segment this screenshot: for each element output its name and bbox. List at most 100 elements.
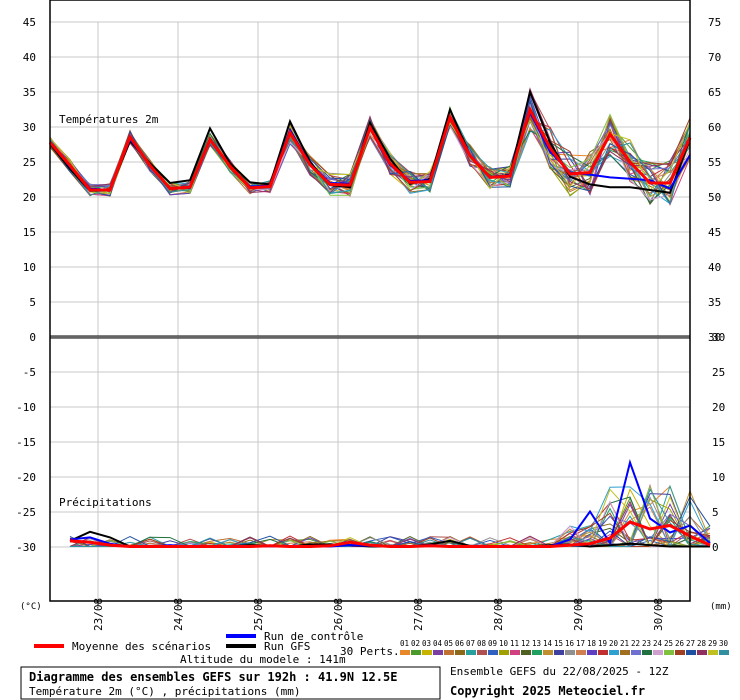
pert-number: 10	[499, 639, 509, 648]
pert-number: 19	[598, 639, 607, 648]
plot-frame	[49, 0, 691, 602]
pert-number: 04	[433, 639, 443, 648]
pert-number: 29	[708, 639, 717, 648]
x-tick-label: 25/08	[252, 598, 265, 631]
pert-number: 01	[400, 639, 409, 648]
left-tick-label: 35	[23, 86, 36, 99]
pert-swatch	[653, 650, 663, 655]
pert-number: 12	[521, 639, 530, 648]
precip-panel-label: Précipitations	[59, 496, 152, 509]
pert-number: 08	[477, 639, 487, 648]
right-tick-label: 60	[708, 121, 721, 134]
pert-number: 24	[653, 639, 663, 648]
member-precip-line	[70, 493, 711, 548]
chart-title: Diagramme des ensembles GEFS sur 192h : …	[29, 670, 397, 684]
pert-swatch	[433, 650, 443, 655]
run-info: Ensemble GEFS du 22/08/2025 - 12Z	[450, 665, 669, 678]
legend-mean-label: Moyenne des scénarios	[72, 640, 211, 653]
pert-number: 22	[631, 639, 640, 648]
series-precip-line	[69, 520, 711, 548]
right-tick-label: 65	[708, 86, 721, 99]
pert-number: 18	[587, 639, 597, 648]
pert-swatch	[532, 650, 542, 655]
left-tick-label: 20	[23, 191, 36, 204]
right-tick-label: 55	[708, 156, 721, 169]
right-tick-label: 70	[708, 51, 721, 64]
pert-number: 30	[719, 639, 729, 648]
pert-swatch	[554, 650, 564, 655]
x-tick-label: 29/08	[572, 598, 585, 631]
ensemble-members	[49, 87, 711, 548]
pert-swatch	[686, 650, 696, 655]
main-series	[48, 88, 711, 548]
chart-subtitle: Température 2m (°C) , précipitations (mm…	[29, 685, 301, 698]
left-tick-label: -15	[16, 436, 36, 449]
axes: 454035302520151050-5-10-15-20-25-3075706…	[16, 0, 725, 631]
pert-swatch	[466, 650, 476, 655]
right-tick-label: 0	[712, 541, 719, 554]
x-tick-label: 23/08	[92, 598, 105, 631]
title-box	[20, 666, 441, 700]
pert-number: 23	[642, 639, 651, 648]
pert-swatch	[609, 650, 619, 655]
pert-number: 13	[532, 639, 541, 648]
series-temp-line	[49, 88, 691, 194]
grid	[50, 21, 690, 601]
right-tick-label: 40	[708, 261, 721, 274]
pert-swatch	[411, 650, 421, 655]
left-tick-label: 45	[23, 16, 36, 29]
pert-swatch	[521, 650, 531, 655]
pert-swatch	[499, 650, 509, 655]
pert-number: 28	[697, 639, 707, 648]
pert-number: 26	[675, 639, 685, 648]
pert-swatch	[488, 650, 498, 655]
pert-swatch	[631, 650, 641, 655]
x-tick-label: 26/08	[332, 598, 345, 631]
legend-control-label: Run de contrôle	[264, 630, 363, 643]
right-tick-label: 10	[712, 471, 725, 484]
legend-perts-label: 30 Perts.	[340, 645, 400, 658]
series-temp-line	[48, 105, 692, 192]
left-tick-label: 15	[23, 226, 36, 239]
pert-swatch	[444, 650, 454, 655]
pert-number: 09	[488, 639, 497, 648]
altitude-label: Altitude du modele : 141m	[180, 653, 346, 666]
pert-number: 14	[543, 639, 553, 648]
pert-number: 02	[411, 639, 420, 648]
pert-swatch	[697, 650, 707, 655]
pert-number: 20	[609, 639, 619, 648]
x-tick-label: 28/08	[492, 598, 505, 631]
pert-swatch	[598, 650, 608, 655]
copyright: Copyright 2025 Meteociel.fr	[450, 684, 645, 698]
pert-number: 15	[554, 639, 563, 648]
pert-swatch	[576, 650, 586, 655]
right-tick-label: 20	[712, 401, 725, 414]
left-tick-label: -25	[16, 506, 36, 519]
left-tick-label: -30	[16, 541, 36, 554]
left-tick-label: -10	[16, 401, 36, 414]
pert-number: 07	[466, 639, 475, 648]
left-tick-label: -5	[23, 366, 36, 379]
left-tick-label: 40	[23, 51, 36, 64]
pert-swatch	[664, 650, 674, 655]
pert-swatch	[642, 650, 652, 655]
right-tick-label: 75	[708, 16, 721, 29]
right-tick-label: 35	[708, 296, 721, 309]
x-tick-label: 27/08	[412, 598, 425, 631]
temp-panel-label: Températures 2m	[59, 113, 159, 126]
x-tick-label: 30/08	[652, 598, 665, 631]
pert-number: 21	[620, 639, 629, 648]
right-tick-label: 5	[712, 506, 719, 519]
right-tick-label: 15	[712, 436, 725, 449]
pert-swatch	[422, 650, 432, 655]
pert-swatch	[675, 650, 685, 655]
right-tick-label: 50	[708, 191, 721, 204]
pert-swatch	[565, 650, 575, 655]
left-tick-label: -20	[16, 471, 36, 484]
left-tick-label: 30	[23, 121, 36, 134]
legend-gfs-label: Run GFS	[264, 640, 310, 653]
pert-swatch	[455, 650, 465, 655]
left-tick-label: 5	[29, 296, 36, 309]
pert-swatch	[400, 650, 410, 655]
